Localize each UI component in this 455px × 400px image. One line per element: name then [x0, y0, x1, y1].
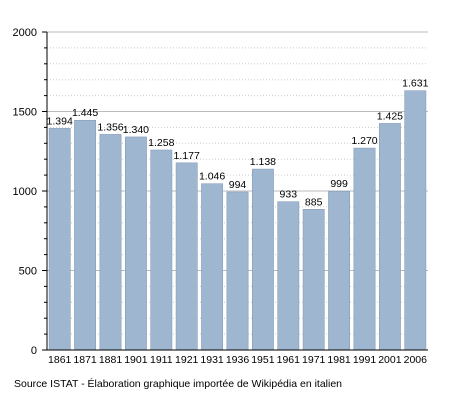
bar-1901 — [124, 136, 147, 351]
bar-1861 — [48, 128, 71, 351]
x-tick-label-1991: 1991 — [353, 354, 377, 366]
x-tick-label-1936: 1936 — [226, 354, 250, 366]
data-label-1961: 933 — [280, 189, 298, 201]
y-tick-label: 1000 — [13, 186, 37, 198]
bar-2006 — [404, 90, 427, 351]
data-label-2006: 1.631 — [402, 78, 428, 90]
y-tick-label: 500 — [19, 266, 37, 278]
bar-1961 — [277, 201, 300, 351]
data-label-1871: 1.445 — [72, 107, 98, 119]
y-tick-label: 0 — [31, 345, 37, 357]
data-label-1931: 1.046 — [199, 171, 225, 183]
data-label-1911: 1.258 — [148, 137, 174, 149]
x-tick-label-1861: 1861 — [48, 354, 72, 366]
bar-2001 — [378, 123, 401, 351]
bar-1931 — [201, 183, 224, 351]
y-axis: 0 500 1000 1500 2000 — [13, 27, 48, 357]
x-tick-label-2006: 2006 — [404, 354, 428, 366]
bar-1881 — [99, 134, 122, 351]
bar-1911 — [150, 149, 173, 351]
x-tick-label-1881: 1881 — [99, 354, 123, 366]
data-label-1881: 1.356 — [97, 121, 123, 133]
bar-1981 — [328, 190, 351, 351]
data-label-1901: 1.340 — [123, 124, 149, 136]
data-label-1981: 999 — [330, 178, 348, 190]
x-tick-label-1931: 1931 — [200, 354, 224, 366]
x-tick-label-2001: 2001 — [378, 354, 402, 366]
x-tick-label-1971: 1971 — [302, 354, 326, 366]
data-label-1971: 885 — [305, 196, 323, 208]
data-label-1936: 994 — [229, 179, 247, 191]
bar-1936 — [226, 191, 249, 351]
x-tick-label-1871: 1871 — [73, 354, 97, 366]
bar-1921 — [175, 162, 198, 351]
x-tick-label-1961: 1961 — [277, 354, 301, 366]
y-tick-label: 1500 — [13, 107, 37, 119]
bar-1951 — [251, 168, 274, 351]
data-label-1951: 1.138 — [250, 156, 276, 168]
bar-1991 — [353, 147, 376, 351]
bar-1871 — [74, 119, 97, 351]
data-label-2001: 1.425 — [377, 110, 403, 122]
data-label-1921: 1.177 — [174, 150, 200, 162]
source-note: Source ISTAT - Élaboration graphique imp… — [14, 378, 343, 390]
y-tick-label: 2000 — [13, 27, 37, 39]
x-tick-label-1901: 1901 — [124, 354, 148, 366]
x-tick-label-1981: 1981 — [327, 354, 351, 366]
data-label-1861: 1.394 — [47, 115, 73, 127]
x-tick-label-1911: 1911 — [150, 354, 173, 366]
data-label-1991: 1.270 — [351, 135, 377, 147]
bar-1971 — [302, 209, 325, 351]
x-tick-label-1921: 1921 — [175, 354, 199, 366]
x-tick-label-1951: 1951 — [251, 354, 275, 366]
x-axis: 1861 1871 1881 1901 1911 1921 1931 1936 1951 1961… — [47, 349, 428, 366]
